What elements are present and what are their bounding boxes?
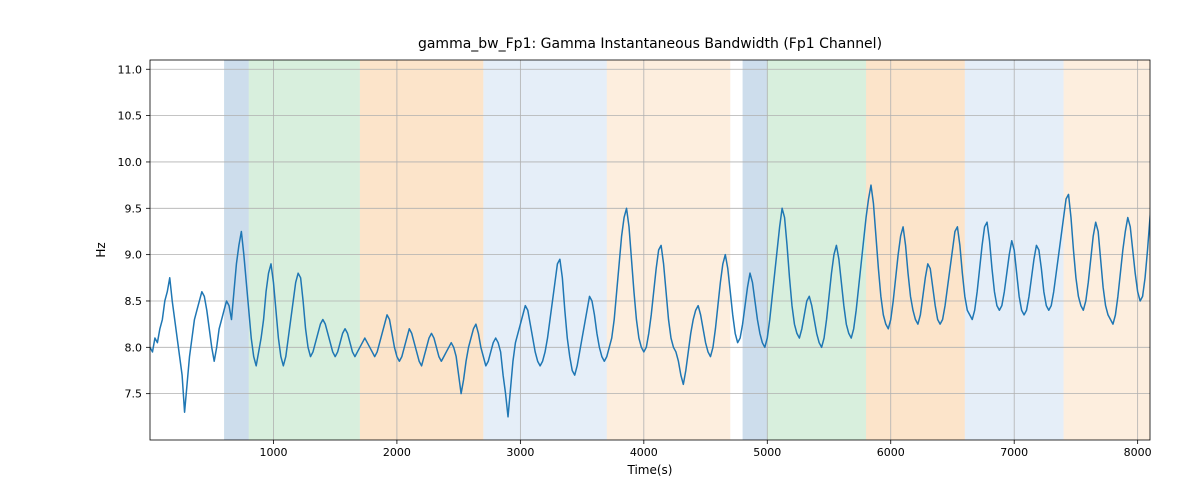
shaded-region-4	[607, 60, 730, 440]
shaded-region-2	[360, 60, 483, 440]
shaded-region-0	[224, 60, 249, 440]
chart-title: gamma_bw_Fp1: Gamma Instantaneous Bandwi…	[418, 36, 882, 52]
y-tick-label: 9.5	[125, 202, 143, 215]
y-axis-label: Hz	[94, 242, 108, 257]
shaded-region-5	[743, 60, 768, 440]
y-tick-label: 8.0	[125, 341, 143, 354]
y-tick-label: 9.0	[125, 249, 143, 262]
shaded-region-6	[767, 60, 866, 440]
chart-container: 1000 2000 3000 4000 5000 6000 7000 8000 7.5 8.0 8.…	[0, 0, 1200, 500]
shaded-region-1	[249, 60, 360, 440]
x-tick-label: 3000	[506, 446, 534, 459]
y-tick-label: 7.5	[125, 388, 143, 401]
chart-svg: 1000 2000 3000 4000 5000 6000 7000 8000 7.5 8.0 8.…	[0, 0, 1200, 500]
y-tick-label: 10.5	[118, 110, 143, 123]
shaded-region-7	[866, 60, 965, 440]
x-tick-label: 1000	[259, 446, 287, 459]
y-tick-label: 8.5	[125, 295, 143, 308]
plot-area	[150, 60, 1200, 440]
y-tick-label: 11.0	[118, 63, 143, 76]
shaded-region-9	[1064, 60, 1150, 440]
x-axis-label: Time(s)	[627, 463, 673, 477]
y-tick-label: 10.0	[118, 156, 143, 169]
x-tick-label: 6000	[877, 446, 905, 459]
shaded-region-3	[483, 60, 606, 440]
x-tick-label: 8000	[1124, 446, 1152, 459]
x-tick-label: 7000	[1000, 446, 1028, 459]
x-tick-label: 5000	[753, 446, 781, 459]
x-tick-label: 4000	[630, 446, 658, 459]
x-tick-label: 2000	[383, 446, 411, 459]
